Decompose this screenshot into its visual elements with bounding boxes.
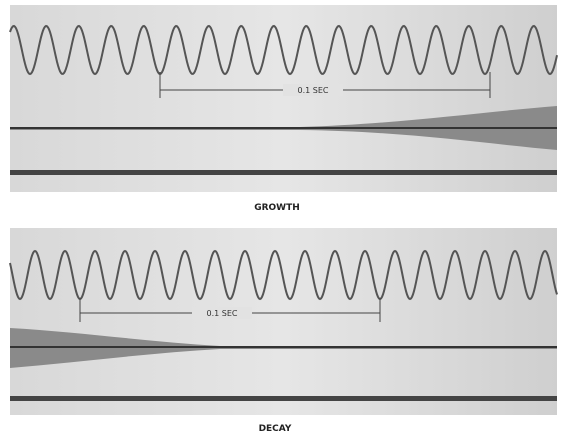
time-annotation: 0.1 SEC [207, 309, 238, 318]
time-annotation: 0.1 SEC [298, 86, 329, 95]
oscillogram-background [10, 228, 557, 415]
label-background [192, 307, 252, 319]
sine-trace [9, 24, 558, 76]
caption: GROWTH [254, 203, 300, 213]
decay-panel: 0.1 SEC DECAY [9, 228, 558, 434]
bottom-trace [10, 170, 557, 175]
growth-panel: 0.1 SEC GROWTH [9, 5, 558, 213]
caption: DECAY [259, 424, 292, 434]
sine-trace [9, 249, 558, 301]
oscillogram-background [10, 5, 557, 192]
bottom-trace [10, 396, 557, 401]
label-background [283, 84, 343, 96]
